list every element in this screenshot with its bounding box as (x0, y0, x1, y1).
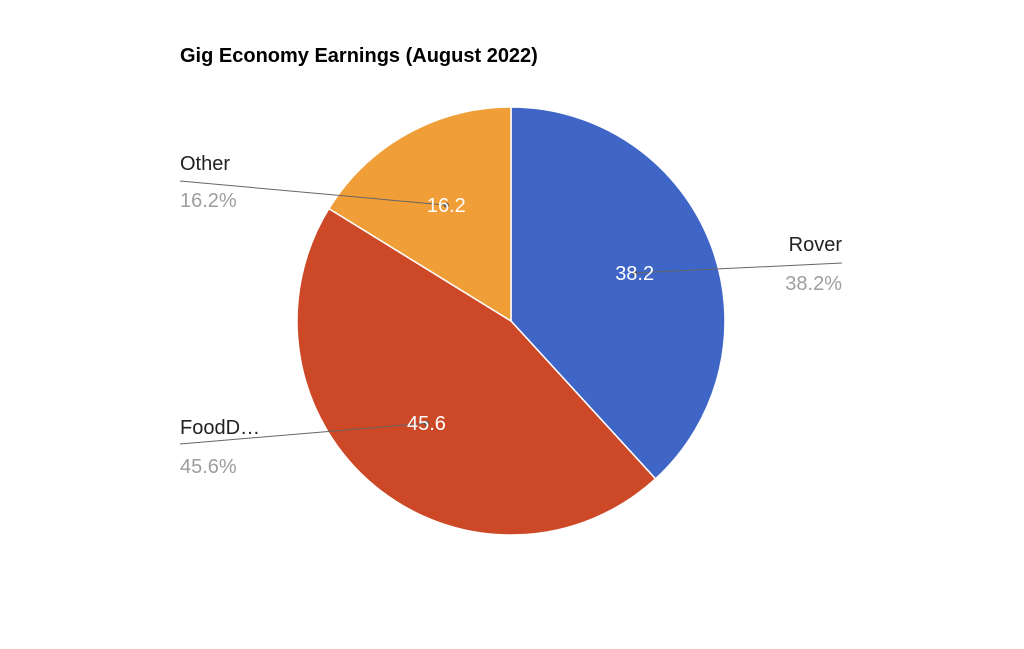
slice-value-label-other: 16.2 (427, 195, 466, 217)
leader-dot-rover (632, 270, 638, 276)
leader-dot-other (443, 202, 449, 208)
leader-dot-fooddash (423, 420, 429, 426)
slice-value-label-fooddash: 45.6 (407, 413, 446, 435)
pie-slices (296, 106, 726, 536)
category-label-other: Other (180, 153, 230, 175)
percent-label-fooddash: 45.6% (180, 456, 237, 478)
slice-value-label-rover: 38.2 (615, 263, 654, 285)
percent-label-rover: 38.2% (785, 273, 842, 295)
leader-lines (179, 180, 843, 445)
leader-line-fooddash (179, 422, 427, 445)
percent-label-other: 16.2% (180, 190, 237, 212)
pie-slice-rover (510, 106, 726, 480)
category-label-fooddash: FoodD… (180, 417, 260, 439)
leader-line-rover (634, 262, 843, 274)
leader-line-other (179, 180, 447, 206)
slice-labels: Rover 38.2% 38.2 FoodD… 45.6% 45.6 Other 16.2% 1… (180, 153, 842, 478)
pie-slice-fooddash (296, 207, 657, 536)
chart-title: Gig Economy Earnings (August 2022) (180, 45, 538, 67)
pie-slice-other (327, 106, 512, 323)
category-label-rover: Rover (789, 234, 843, 256)
